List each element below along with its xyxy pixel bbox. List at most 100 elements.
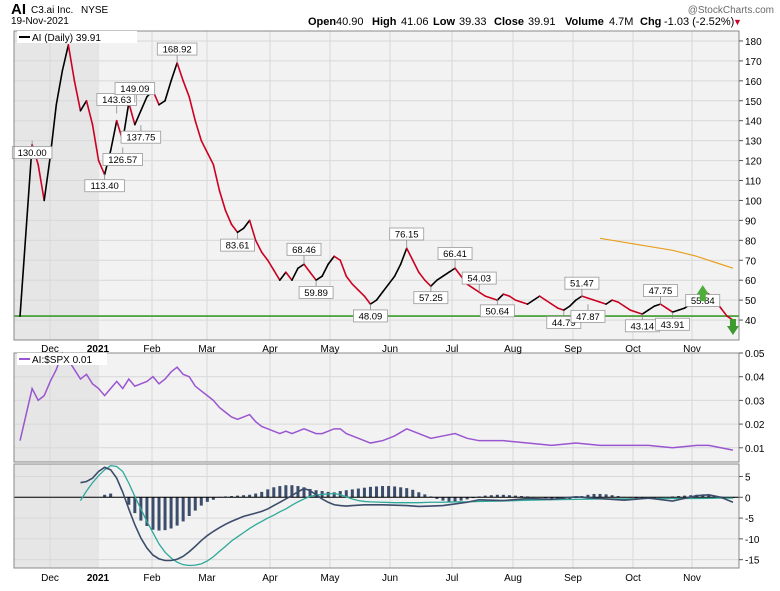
price-segment-56 xyxy=(357,289,366,297)
price-xtick-label-9: Sep xyxy=(564,344,582,355)
price-ytick-label-11: 150 xyxy=(745,97,762,108)
price-segment-72 xyxy=(454,267,462,278)
price-segment-57 xyxy=(363,295,372,305)
macd-signal-line xyxy=(79,464,733,567)
price-ytick-label-4: 80 xyxy=(745,236,757,247)
price-segment-30 xyxy=(200,139,209,154)
price-xtick-label-1: 2021 xyxy=(87,344,110,355)
price-segment-38 xyxy=(248,219,257,242)
price-segment-97 xyxy=(605,299,613,305)
price-ytick-label-14: 180 xyxy=(745,37,762,48)
price-segment-74 xyxy=(466,283,474,289)
macd-xtick-label-6: Jun xyxy=(382,573,398,584)
ratio-line xyxy=(19,351,734,451)
price-panel-frame xyxy=(13,30,740,341)
moving-average-line xyxy=(599,237,734,269)
macd-ytick-label-4: 5 xyxy=(745,472,751,483)
price-segment-91 xyxy=(569,299,577,307)
price-ytick-label-13: 170 xyxy=(745,57,762,68)
stat-open-label: Open xyxy=(308,16,336,28)
price-segment-50 xyxy=(321,263,329,278)
price-segment-11 xyxy=(85,99,94,126)
price-segment-27 xyxy=(182,80,191,98)
macd-ytick-label-3: 0 xyxy=(745,493,751,504)
annotation-box-14 xyxy=(461,271,497,285)
price-segment-82 xyxy=(514,299,523,303)
ratio-panel-frame xyxy=(13,352,740,463)
chart-header: AI C3.ai Inc. NYSE 19-Nov-2021 @StockCha… xyxy=(11,1,774,28)
macd-panel-frame xyxy=(13,463,740,569)
price-ytick-label-5: 90 xyxy=(745,216,757,227)
grid-lines xyxy=(14,31,739,568)
annotation-box-17 xyxy=(564,276,600,290)
annotation-box-11 xyxy=(389,227,425,241)
price-segment-40 xyxy=(260,251,269,262)
price-ytick-label-7: 110 xyxy=(745,177,761,188)
price-segment-68 xyxy=(430,279,438,287)
ratio-ytick-label-2: 0.03 xyxy=(745,396,765,407)
annotation-label-4: 149.09 xyxy=(120,84,149,95)
annotation-box-21 xyxy=(655,317,690,331)
price-legend: AI (Daily) 39.91 xyxy=(17,31,137,44)
price-xtick-label-2: Feb xyxy=(143,344,161,355)
annotation-box-8 xyxy=(286,242,322,256)
price-xtick-label-5: May xyxy=(321,344,340,355)
stat-low-value: 39.33 xyxy=(459,16,487,28)
price-ytick-label-2: 60 xyxy=(745,276,757,287)
annotation-label-22: 55.84 xyxy=(691,296,715,307)
price-segment-18 xyxy=(127,101,136,126)
price-segment-34 xyxy=(224,209,233,226)
price-segment-49 xyxy=(315,275,323,281)
annotation-label-12: 57.25 xyxy=(419,293,443,304)
price-segment-48 xyxy=(309,271,317,281)
price-segment-104 xyxy=(647,305,656,311)
price-xtick-label-7: Jul xyxy=(446,344,459,355)
price-segment-39 xyxy=(254,239,263,254)
stat-chg-value: -1.03 (-2.52%) xyxy=(664,16,734,28)
annotation-label-20: 47.75 xyxy=(649,286,673,297)
stat-volume-value: 4.7M xyxy=(609,16,633,28)
price-segment-29 xyxy=(194,119,203,142)
price-ytick-label-6: 100 xyxy=(745,196,762,207)
price-segment-85 xyxy=(532,295,541,301)
annotation-box-6 xyxy=(156,42,198,56)
price-segment-3 xyxy=(37,163,46,202)
price-panel-shaded-region xyxy=(14,31,97,340)
price-segment-36 xyxy=(236,227,245,234)
price-segment-47 xyxy=(303,263,311,274)
macd-xtick-label-2: Feb xyxy=(143,573,161,584)
price-segment-31 xyxy=(206,151,215,166)
price-segment-84 xyxy=(526,299,535,305)
arrow-down-icon xyxy=(726,319,739,336)
annotation-label-11: 76.15 xyxy=(395,229,419,240)
price-segment-59 xyxy=(375,291,384,301)
price-segment-69 xyxy=(436,275,444,281)
price-segment-32 xyxy=(212,163,221,192)
price-segment-107 xyxy=(665,307,674,313)
axis-layer: 405060708090100110120130140150160170180D… xyxy=(13,30,765,584)
price-segment-77 xyxy=(484,295,493,299)
price-segment-61 xyxy=(387,275,396,285)
price-ytick-label-10: 140 xyxy=(745,117,762,128)
macd-line xyxy=(80,466,734,562)
annotation-box-1 xyxy=(84,179,125,193)
price-segment-99 xyxy=(617,301,626,307)
price-segment-67 xyxy=(424,279,432,287)
annotation-label-5: 137.75 xyxy=(126,133,155,144)
macd-ytick-label-1: -10 xyxy=(745,535,760,546)
price-segment-64 xyxy=(405,247,414,262)
watermark: @StockCharts.com xyxy=(688,5,774,16)
price-ytick-label-9: 130 xyxy=(745,137,762,148)
price-segment-54 xyxy=(345,275,354,285)
annotation-box-5 xyxy=(120,130,162,144)
price-segment-96 xyxy=(599,301,607,305)
price-xtick-label-11: Nov xyxy=(683,344,701,355)
price-ytick-label-8: 120 xyxy=(745,157,762,168)
ratio-panel-bg xyxy=(14,353,739,462)
annotation-label-7: 83.61 xyxy=(226,241,250,252)
company-name: C3.ai Inc. xyxy=(31,5,73,16)
annotation-box-10 xyxy=(353,309,388,323)
price-segment-52 xyxy=(333,255,342,262)
